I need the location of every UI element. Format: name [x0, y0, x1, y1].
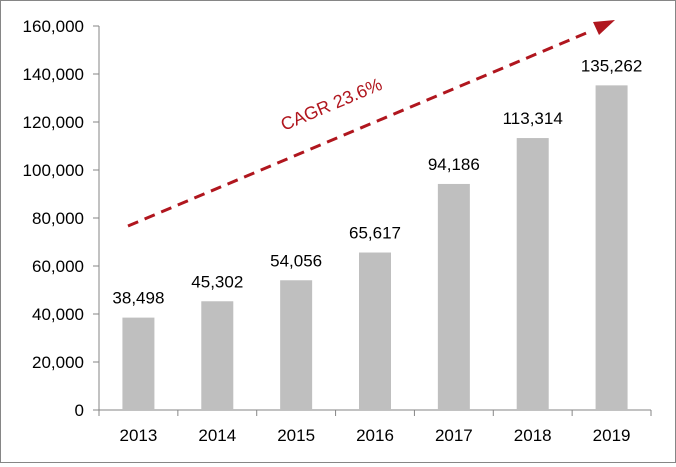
y-tick-label: 160,000 — [23, 17, 84, 36]
data-label-2014: 45,302 — [191, 272, 243, 291]
x-tick-label: 2016 — [356, 426, 394, 445]
x-tick-label: 2017 — [435, 426, 473, 445]
x-tick-label: 2018 — [514, 426, 552, 445]
y-tick-label: 60,000 — [32, 257, 84, 276]
bar-series — [122, 85, 628, 411]
data-label-2013: 38,498 — [112, 289, 164, 308]
y-tick-label: 120,000 — [23, 113, 84, 132]
data-label-2017: 94,186 — [428, 155, 480, 174]
data-labels: 38,498 45,302 54,056 65,617 94,186 113,314 135… — [112, 56, 642, 307]
bar-2013 — [122, 317, 155, 410]
cagr-trend-arrowhead — [593, 20, 615, 35]
cagr-trend-arrow-line — [127, 29, 592, 228]
data-label-2015: 54,056 — [270, 251, 322, 270]
x-tick-label: 2014 — [198, 426, 236, 445]
y-tick-label: 0 — [75, 401, 84, 420]
data-label-2019: 135,262 — [581, 56, 642, 75]
bar-2014 — [201, 301, 234, 410]
bar-2018 — [516, 138, 549, 411]
y-axis: 0 20,000 40,000 60,000 80,000 100,000 120,000 1… — [23, 17, 100, 420]
bar-2019 — [595, 85, 628, 410]
x-axis: 2013 2014 2015 2016 2017 2018 2019 — [98, 409, 652, 445]
bar-2015 — [280, 280, 313, 410]
x-tick-label: 2015 — [277, 426, 315, 445]
bar-2016 — [359, 252, 391, 410]
y-tick-label: 80,000 — [32, 209, 84, 228]
data-label-2018: 113,314 — [503, 109, 563, 128]
data-label-2016: 65,617 — [349, 224, 401, 243]
y-tick-label: 140,000 — [23, 65, 84, 84]
x-tick-label: 2019 — [593, 426, 631, 445]
y-tick-label: 40,000 — [32, 305, 84, 324]
x-tick-label: 2013 — [120, 426, 158, 445]
y-tick-label: 100,000 — [23, 161, 84, 180]
y-tick-label: 20,000 — [32, 353, 84, 372]
bar-2017 — [437, 183, 470, 410]
